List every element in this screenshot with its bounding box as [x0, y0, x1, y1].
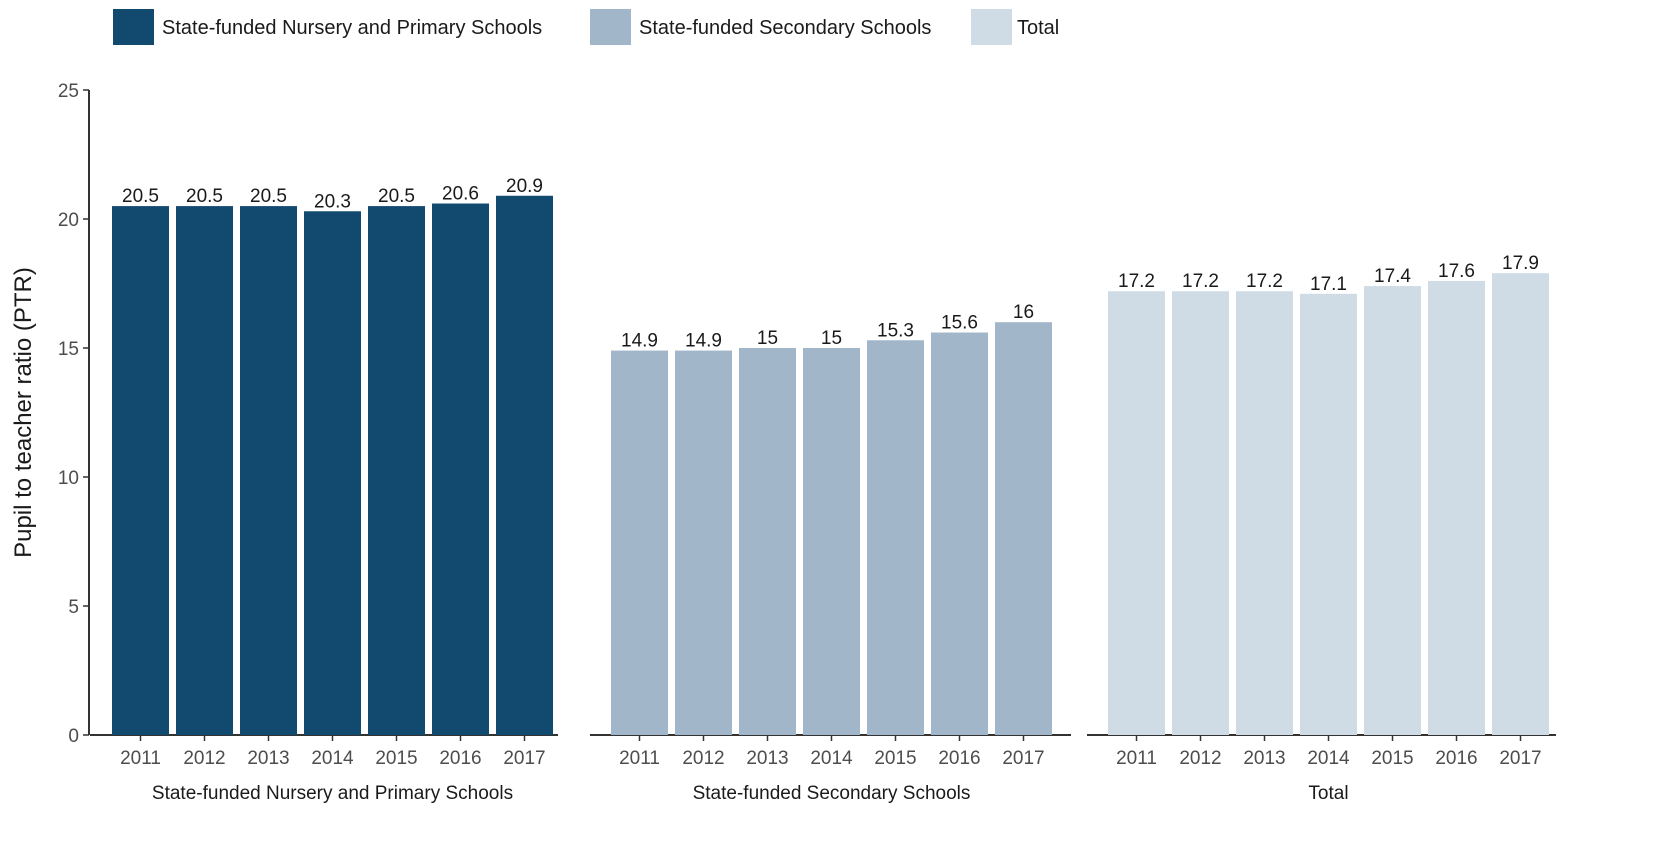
bar [176, 206, 233, 735]
data-label: 14.9 [685, 331, 722, 352]
y-tick-label: 10 [58, 468, 79, 489]
bar [368, 206, 425, 735]
x-tick-label: 2013 [746, 748, 788, 769]
bar [611, 351, 668, 735]
x-tick-label: 2015 [375, 748, 417, 769]
bar [867, 340, 924, 735]
bar [675, 351, 732, 735]
data-label: 14.9 [621, 331, 658, 352]
legend-swatch [590, 9, 631, 45]
x-tick-label: 2012 [682, 748, 724, 769]
data-label: 16 [1013, 302, 1034, 323]
data-label: 17.1 [1310, 274, 1347, 295]
legend-label: State-funded Secondary Schools [639, 17, 931, 39]
data-label: 20.5 [122, 186, 159, 207]
x-tick-label: 2012 [1179, 748, 1221, 769]
x-tick-label: 2017 [1002, 748, 1044, 769]
data-label: 20.5 [250, 186, 287, 207]
bar [304, 211, 361, 735]
bar [995, 322, 1052, 735]
data-label: 20.9 [506, 176, 543, 197]
x-tick-label: 2017 [503, 748, 545, 769]
bar [432, 204, 489, 735]
bar [112, 206, 169, 735]
data-label: 17.9 [1502, 253, 1539, 274]
data-label: 17.2 [1182, 271, 1219, 292]
x-tick-label: 2011 [1116, 748, 1157, 769]
data-label: 17.2 [1118, 271, 1155, 292]
x-tick-label: 2014 [311, 748, 354, 769]
y-tick-label: 25 [58, 81, 79, 102]
data-label: 15.3 [877, 320, 914, 341]
bar [496, 196, 553, 735]
x-tick-label: 2016 [439, 748, 481, 769]
data-label: 15 [757, 328, 778, 349]
legend: State-funded Nursery and Primary Schools… [113, 9, 1059, 45]
data-label: 15 [821, 328, 842, 349]
legend-label: Total [1017, 17, 1059, 39]
data-label: 17.6 [1438, 261, 1475, 282]
legend-item: State-funded Nursery and Primary Schools [113, 9, 542, 45]
y-tick-label: 20 [58, 210, 79, 231]
legend-item: State-funded Secondary Schools [590, 9, 931, 45]
bar [1364, 286, 1421, 735]
x-tick-label: 2012 [183, 748, 225, 769]
x-tick-label: 2015 [1371, 748, 1413, 769]
y-axis-label: Pupil to teacher ratio (PTR) [10, 267, 37, 558]
x-tick-label: 2015 [874, 748, 916, 769]
y-tick-label: 15 [58, 339, 79, 360]
bar [739, 348, 796, 735]
y-axis: Pupil to teacher ratio (PTR) 0 5 10 15 20 25 [10, 81, 89, 747]
facet-label: Total [1308, 783, 1348, 804]
x-tick-label: 2014 [810, 748, 853, 769]
data-label: 20.3 [314, 191, 351, 212]
legend-swatch [113, 9, 154, 45]
data-label: 20.5 [186, 186, 223, 207]
data-label: 20.6 [442, 184, 479, 205]
x-tick-label: 2013 [1243, 748, 1285, 769]
x-tick-label: 2011 [120, 748, 161, 769]
x-tick-label: 2017 [1499, 748, 1541, 769]
legend-label: State-funded Nursery and Primary Schools [162, 17, 542, 39]
data-label: 17.2 [1246, 271, 1283, 292]
bar [803, 348, 860, 735]
legend-item: Total [971, 9, 1059, 45]
x-tick-label: 2016 [1435, 748, 1477, 769]
bar [1172, 291, 1229, 735]
x-tick-label: 2013 [247, 748, 289, 769]
bar [1236, 291, 1293, 735]
bar [931, 333, 988, 735]
bar [1300, 294, 1357, 735]
bars: 20.5 2011 20.5 2012 20.5 2013 20.3 2014 20.5 2015… [90, 176, 1556, 769]
legend-swatch [971, 9, 1012, 45]
x-tick-label: 2011 [619, 748, 660, 769]
x-tick-label: 2014 [1307, 748, 1350, 769]
bar [1428, 281, 1485, 735]
bar [1108, 291, 1165, 735]
x-tick-label: 2016 [938, 748, 980, 769]
data-label: 20.5 [378, 186, 415, 207]
data-label: 15.6 [941, 313, 978, 334]
bar [1492, 273, 1549, 735]
bar [240, 206, 297, 735]
facet-label: State-funded Secondary Schools [693, 783, 971, 804]
y-tick-label: 5 [68, 597, 79, 618]
data-label: 17.4 [1374, 266, 1411, 287]
y-tick-label: 0 [68, 726, 79, 747]
facet-label: State-funded Nursery and Primary Schools [152, 783, 513, 804]
facet-labels: State-funded Nursery and Primary Schools… [152, 783, 1349, 804]
